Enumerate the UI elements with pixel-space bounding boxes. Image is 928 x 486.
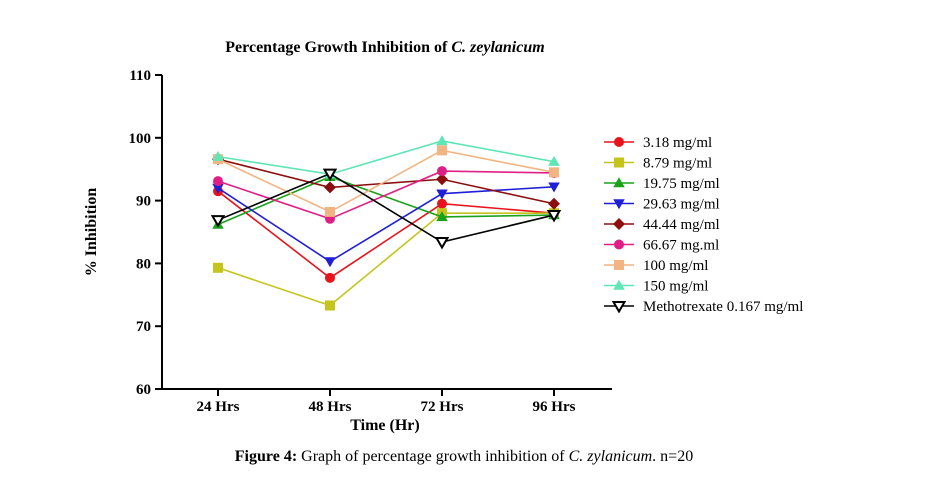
caption-text: Graph of percentage growth inhibition of xyxy=(297,448,569,465)
data-point xyxy=(434,237,450,250)
data-point xyxy=(436,135,448,146)
data-point xyxy=(324,181,336,194)
series-line xyxy=(217,212,554,307)
data-point xyxy=(437,166,447,177)
data-point xyxy=(436,173,448,186)
legend-label: 44.44 mg/ml xyxy=(643,217,720,233)
x-axis-title: Time (Hr) xyxy=(350,417,419,434)
legend-marker xyxy=(614,157,624,168)
data-point xyxy=(437,198,447,209)
legend-label: 8.79 mg/ml xyxy=(643,156,712,172)
series-line xyxy=(217,170,555,220)
legend-label: 66.67 mg.ml xyxy=(643,238,719,254)
series-2 xyxy=(213,208,559,311)
y-tick-label: 60 xyxy=(136,382,151,398)
y-tick-label: 70 xyxy=(136,319,151,335)
y-axis-title: % Inhibition xyxy=(83,188,100,277)
data-point xyxy=(548,197,560,210)
y-tick-label: 90 xyxy=(136,194,151,210)
data-point xyxy=(322,168,338,182)
data-point xyxy=(549,167,559,178)
series-line xyxy=(217,149,555,213)
legend-item: Methotrexate 0.167 mg/ml xyxy=(604,299,803,315)
x-tick-label: 72 Hrs xyxy=(421,399,464,415)
series-3 xyxy=(212,170,560,229)
data-point xyxy=(436,189,448,200)
data-point xyxy=(325,206,335,217)
legend-item: 66.67 mg.ml xyxy=(604,238,719,254)
data-point xyxy=(546,210,562,223)
data-point xyxy=(437,145,447,156)
legend-item: 19.75 mg/ml xyxy=(604,176,720,192)
legend: 3.18 mg/ml 8.79 mg/ml 19.75 mg/ml 29.63 mg/… xyxy=(604,135,803,315)
legend-label: Methotrexate 0.167 mg/ml xyxy=(643,299,803,315)
data-point xyxy=(213,262,223,273)
data-point xyxy=(436,211,448,222)
legend-item: 3.18 mg/ml xyxy=(604,135,712,151)
legend-marker xyxy=(613,218,625,230)
series-layer xyxy=(210,135,562,311)
legend-marker xyxy=(611,301,627,314)
caption-label: Figure 4: xyxy=(234,448,298,465)
y-tick-label: 110 xyxy=(129,68,151,84)
legend-marker xyxy=(614,137,624,147)
x-tick-label: 48 Hrs xyxy=(309,399,352,415)
data-point xyxy=(212,183,224,194)
legend-label: 100 mg/ml xyxy=(643,258,708,274)
series-line xyxy=(217,158,555,205)
legend-label: 29.63 mg/ml xyxy=(643,197,720,213)
axes: 60 70 80 90 100 110 24 Hrs 48 Hrs 72 Hrs 96 Hrs xyxy=(129,68,612,415)
x-tick-label: 24 Hrs xyxy=(197,399,240,415)
legend-label: 3.18 mg/ml xyxy=(643,135,712,151)
caption-species: C. zylanicum xyxy=(568,448,653,465)
data-point xyxy=(210,215,226,228)
figure-caption: Figure 4: Graph of percentage growth inh… xyxy=(0,448,928,466)
data-point xyxy=(325,272,335,283)
legend-item: 100 mg/ml xyxy=(604,258,708,274)
data-point xyxy=(548,155,560,166)
series-line xyxy=(217,172,555,243)
y-tick-label: 100 xyxy=(129,131,152,147)
series-7 xyxy=(213,145,559,217)
y-tick-label: 80 xyxy=(136,256,151,272)
legend-marker xyxy=(613,279,625,290)
chart-title: Percentage Growth Inhibition of C. zeyla… xyxy=(225,39,544,56)
series-line xyxy=(217,185,555,263)
legend-item: 150 mg/ml xyxy=(604,279,708,295)
data-point xyxy=(324,257,336,268)
caption-suffix: . n=20 xyxy=(652,448,694,465)
legend-marker xyxy=(613,177,625,188)
legend-item: 29.63 mg/ml xyxy=(604,197,720,213)
series-4 xyxy=(212,182,560,268)
legend-label: 19.75 mg/ml xyxy=(643,176,720,192)
series-line xyxy=(217,140,555,176)
x-tick-label: 96 Hrs xyxy=(533,399,576,415)
legend-label: 150 mg/ml xyxy=(643,279,708,295)
legend-marker xyxy=(614,239,624,250)
data-point xyxy=(325,300,335,311)
data-point xyxy=(213,176,223,187)
series-line xyxy=(217,190,555,279)
data-point xyxy=(548,182,560,193)
series-9 xyxy=(210,168,562,250)
legend-item: 8.79 mg/ml xyxy=(604,156,712,172)
legend-marker xyxy=(613,199,625,210)
data-point xyxy=(212,150,224,161)
legend-item: 44.44 mg/ml xyxy=(604,217,720,233)
legend-marker xyxy=(614,260,624,270)
